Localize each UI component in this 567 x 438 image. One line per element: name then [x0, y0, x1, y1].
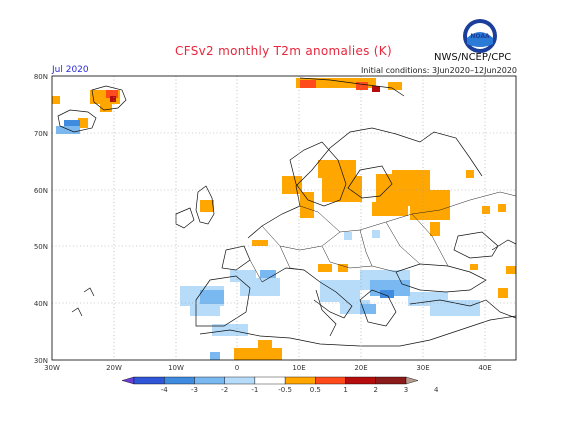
noaa-logo: NOAA [462, 18, 498, 58]
lat-tick: 40N [34, 300, 48, 308]
lon-tick: 0 [235, 364, 239, 372]
lat-tick: 70N [34, 130, 48, 138]
legend-swatch [375, 376, 407, 385]
legend-swatch [133, 376, 165, 385]
legend-label: -1 [251, 386, 258, 394]
legend-swatch [194, 376, 225, 385]
cool-regions [56, 126, 410, 360]
legend-swatch [121, 376, 135, 385]
legend-swatch [254, 376, 286, 385]
strong-cool-regions [64, 120, 394, 298]
legend-label: -0.5 [278, 386, 292, 394]
initial-conditions-label: Initial conditions: 3Jun2020–12Jun2020 [360, 66, 517, 75]
lon-tick: 20W [106, 364, 122, 372]
color-legend: -4 -3 -2 -1 -0.5 0.5 1 2 3 4 [121, 376, 439, 394]
weak-cool-regions [180, 230, 480, 336]
legend-label: 2 [374, 386, 378, 394]
lon-tick: 40E [478, 364, 491, 372]
month-label: Jul 2020 [52, 65, 89, 75]
lat-tick: 60N [34, 187, 48, 195]
legend-swatch [284, 376, 316, 385]
warm-anomaly-regions [52, 78, 516, 360]
coastlines [57, 77, 516, 347]
map-content [52, 76, 516, 360]
legend-label: -4 [161, 386, 169, 394]
lon-tick-labels: 30W 20W 10W 0 10E 20E 30E 40E [44, 364, 492, 372]
agency-label: NWS/NCEP/CPC [434, 52, 512, 63]
legend-swatch [315, 376, 346, 385]
legend-label: 1 [343, 386, 347, 394]
legend-swatch [345, 376, 376, 385]
legend-label: 4 [434, 386, 439, 394]
lon-tick: 30E [416, 364, 429, 372]
legend-label: -2 [221, 386, 228, 394]
strong-warm-regions [106, 80, 368, 98]
lat-tick: 80N [34, 73, 48, 81]
map-frame [51, 75, 517, 361]
legend-swatch [405, 376, 419, 385]
legend-label: -3 [191, 386, 198, 394]
map-title: CFSv2 monthly T2m anomalies (K) [175, 44, 392, 58]
lon-tick: 10E [292, 364, 305, 372]
lat-tick-labels: 80N 70N 60N 50N 40N 30N [34, 73, 48, 365]
legend-swatch [164, 376, 195, 385]
legend-swatch [224, 376, 256, 385]
legend-label: 3 [404, 386, 408, 394]
lon-tick: 10W [168, 364, 184, 372]
noaa-logo-text: NOAA [470, 33, 490, 40]
lon-tick: 20E [354, 364, 367, 372]
very-warm-regions [110, 86, 380, 102]
graticule [52, 76, 516, 360]
legend-label: 0.5 [310, 386, 321, 394]
lat-tick: 50N [34, 243, 48, 251]
lat-tick: 30N [34, 357, 48, 365]
lon-tick: 30W [44, 364, 60, 372]
